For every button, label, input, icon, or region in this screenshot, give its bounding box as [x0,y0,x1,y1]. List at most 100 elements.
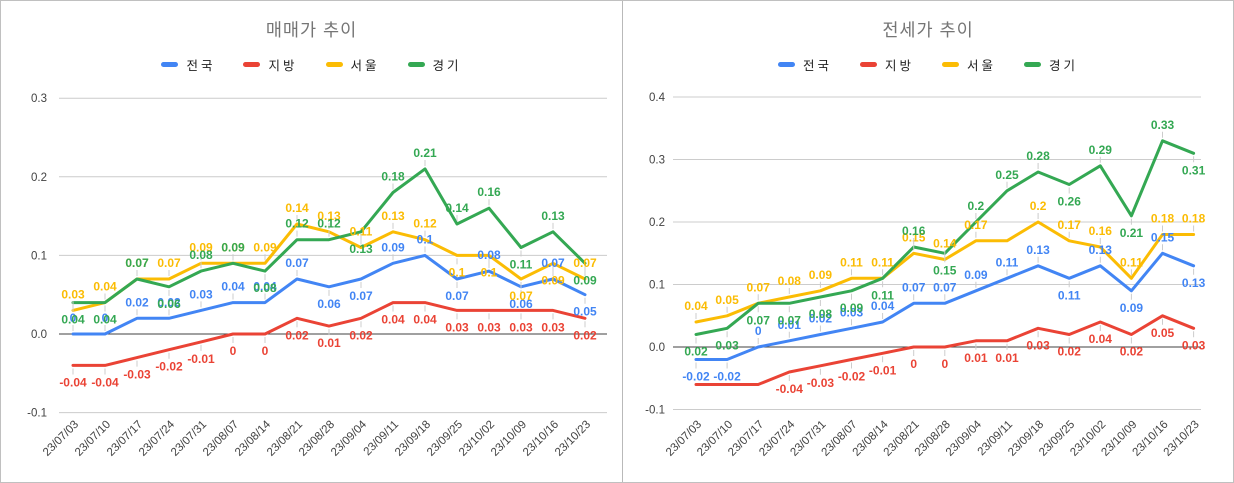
series-labels-nationwide: 0 0 0.02 0.02 0.03 0.04 0.04 0.07 0.06 0.07 0.09 0.… [70,232,597,331]
data-point-label: 0.09 [253,240,277,254]
data-point-label: 0.33 [1151,118,1175,132]
regional-swatch [243,62,261,67]
data-point-label: 0.31 [1182,163,1206,177]
data-point-label: 0.1 [417,232,434,246]
legend-label: 지방 [884,59,914,73]
data-point-label: -0.03 [123,368,151,382]
legend-label: 전국 [186,59,216,73]
data-point-label: 0 [102,311,109,325]
data-point-label: 0.1 [449,265,466,279]
data-point-label: 0.15 [1151,230,1175,244]
jeonse-price-chart[interactable]: 0.4 0.3 0.2 0.1 0.0 -0.123/07/0323/07/1023/07… [623,1,1233,482]
y-axis-tick-label: 0.4 [649,92,666,104]
data-point-label: 0.02 [157,295,181,309]
data-point-label: 0.18 [1182,212,1206,226]
data-point-label: 0.15 [902,230,926,244]
y-axis-tick-label: 0.2 [649,217,665,229]
sale-price-chart[interactable]: 0.3 0.2 0.1 0.0 -0.123/07/0323/07/1023/07/17… [1,1,622,482]
data-point-label: 0 [262,344,269,358]
data-point-label: 0.04 [684,299,708,313]
data-point-label: 0.06 [157,297,181,311]
data-point-label: 0.02 [684,345,708,359]
page-title-jeonse: 전세가 추이 [882,20,974,40]
legend-sale: 전국 지방 서울 경기 [1,55,622,74]
data-point-label: 0.07 [445,289,469,303]
data-point-label: 0.07 [747,280,771,294]
legend-item-gyeonggi: 경기 [1024,55,1078,74]
data-point-label: 0.07 [778,313,802,327]
data-point-label: 0.14 [285,201,309,215]
data-point-label: 0.03 [840,305,864,319]
legend-label: 경기 [432,59,462,73]
data-point-label: 0.18 [1151,212,1175,226]
data-point-label: 0.13 [1089,243,1113,257]
data-point-label: 0.11 [996,255,1019,269]
legend-label: 전국 [802,59,832,73]
legend-item-gyeonggi: 경기 [407,55,462,74]
gyeonggi-swatch [407,62,425,67]
legend-item-nationwide: 전국 [777,55,832,74]
data-point-label: 0.29 [1089,143,1113,157]
data-point-label: 0.06 [509,297,533,311]
data-point-label: 0.03 [445,320,469,334]
data-point-label: 0.04 [221,280,245,294]
y-axis-tick-label: 0.3 [649,155,665,167]
data-point-label: 0.05 [573,305,597,319]
data-point-label: 0.02 [125,295,149,309]
data-point-label: -0.04 [59,375,87,389]
data-point-label: 0.11 [1058,288,1081,302]
data-point-label: 0.07 [933,280,957,294]
y-axis-tick-label: -0.1 [645,405,665,417]
series-labels-nationwide: -0.02 -0.020 0.01 0.02 0.03 0.040.07 0.070.090… [682,230,1205,383]
gridlines: 0.3 0.2 0.1 0.0 -0.1 [27,93,607,420]
data-point-label: 0.03 [61,287,85,301]
seoul-swatch [325,62,343,67]
data-point-label: 0.06 [317,297,341,311]
data-point-label: 0.07 [349,289,373,303]
data-point-label: 0.01 [964,351,988,365]
data-point-label: 0.12 [285,217,309,231]
data-point-label: 0.13 [1026,243,1050,257]
data-point-label: 0.04 [253,280,277,294]
legend-label: 서울 [967,59,997,73]
legend-item-nationwide: 전국 [161,55,215,74]
y-axis-tick-label: 0.0 [31,329,47,341]
data-point-label: 0.03 [477,320,501,334]
data-point-label: 0.17 [1058,218,1082,232]
data-point-label: -0.01 [187,352,215,366]
data-point-label: 0.07 [125,256,149,270]
data-point-label: 0.07 [285,256,309,270]
data-point-label: 0.01 [995,351,1019,365]
legend-label: 지방 [268,59,298,73]
x-axis-labels: 23/07/0323/07/1023/07/1723/07/2423/07/31… [41,418,593,459]
data-point-label: 0.04 [413,313,437,327]
y-axis-tick-label: 0.3 [31,93,47,105]
data-point-label: 0.17 [964,218,988,232]
data-point-label: 0.2 [1030,199,1047,213]
data-point-label: 0.09 [221,240,245,254]
data-point-label: 0.16 [902,224,926,238]
series-labels-seoul: 0.04 0.05 0.07 0.08 0.09 0.11 0.11 0.15 0.14 0.17… [684,199,1206,319]
data-point-label: 0.1 [481,265,498,279]
data-point-label: 0.07 [157,256,181,270]
data-point-label: 0 [755,324,762,338]
data-point-label: 0.03 [189,287,213,301]
data-point-label: 0.02 [573,328,597,342]
seoul-swatch [942,62,959,67]
data-point-label: 0.21 [1120,226,1144,240]
data-point-label: 0 [70,311,77,325]
series-labels-regional: -0.04 -0.03 -0.02 -0.01 0 0 0.01 0.01 0.03 0.02 0.… [776,318,1206,396]
data-point-label: 0.2 [968,199,985,213]
data-point-label: -0.02 [682,370,710,384]
legend-item-seoul: 서울 [325,55,380,74]
series-labels-gyeonggi: 0.02 0.030.07 0.07 0.08 0.090.110.160.150.20… [684,118,1205,359]
data-point-label: 0.12 [317,217,341,231]
data-point-label: 0.11 [1120,255,1143,269]
data-point-label: 0.07 [902,280,926,294]
data-point-label: 0.02 [809,312,833,326]
data-point-label: 0.12 [413,217,437,231]
legend-item-regional: 지방 [243,55,297,74]
series-labels-seoul: 0.03 0.04 0.07 0.07 0.09 0.09 0.09 0.14 0.13 0.11… [61,201,597,308]
legend-jeonse: 전국 지방 서울 경기 [623,55,1233,74]
data-point-label: 0.04 [61,313,85,327]
